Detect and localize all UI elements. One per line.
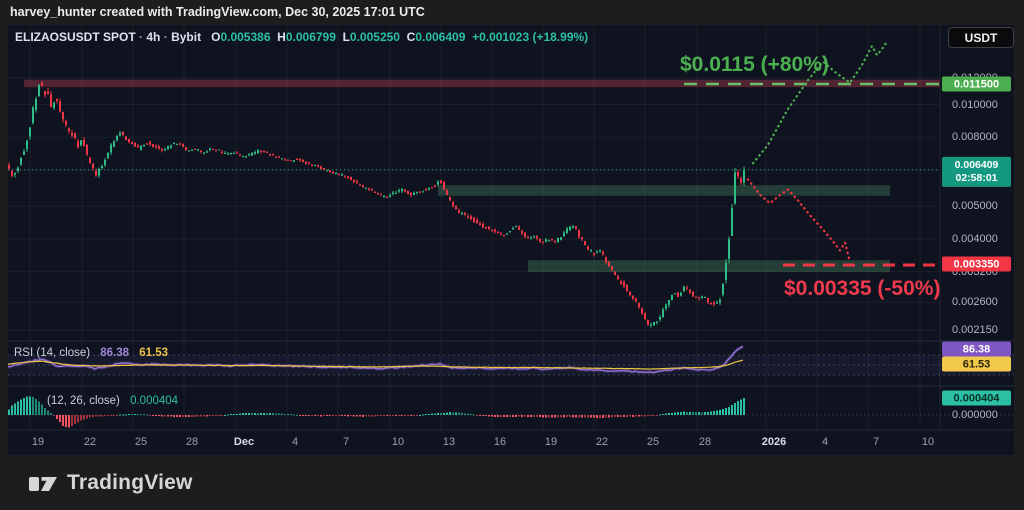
ohlc-close-key: C — [406, 30, 416, 44]
projection-down-path — [746, 178, 851, 260]
target-up-annotation[interactable]: $0.0115 (+80%) — [680, 53, 829, 76]
time-tick: 25 — [134, 436, 148, 448]
rsi-line — [8, 345, 744, 374]
macd-legend[interactable]: (12, 26, close) 0.000404 — [47, 395, 178, 407]
rsi-title[interactable]: RSI — [14, 347, 34, 359]
rsi-value: 86.38 — [100, 347, 130, 359]
rsi-legend[interactable]: RSI (14, close) 86.38 61.53 — [14, 347, 168, 359]
time-tick: 28 — [698, 436, 712, 448]
time-tick: 2026 — [761, 436, 787, 448]
chart-canvas[interactable] — [8, 25, 1014, 455]
change-value: +0.001023 (+18.99%) — [472, 30, 589, 44]
rsi-params: (14, close) — [36, 347, 91, 359]
rsi-value-label[interactable]: 86.38 — [942, 341, 1011, 357]
legend-separator: · — [139, 30, 144, 44]
symbol-legend[interactable]: ELIZAOSUSDT SPOT · 4h · Bybit O0.005386 … — [15, 30, 588, 44]
tradingview-logo-icon — [29, 476, 57, 491]
countdown-timer: 02:58:01 — [955, 172, 998, 184]
ohlc-open-key: O — [211, 30, 221, 44]
symbol-title[interactable]: ELIZAOSUSDT SPOT — [15, 30, 136, 44]
interval-label[interactable]: 4h — [146, 30, 161, 44]
time-tick: 28 — [185, 436, 199, 448]
rsi-ma-value-label[interactable]: 61.53 — [942, 356, 1011, 372]
macd-params: (12, 26, close) — [47, 395, 120, 407]
rsi-ma-value: 61.53 — [139, 347, 169, 359]
projection-up-path — [751, 41, 888, 165]
rsi-zone-band — [8, 355, 1014, 375]
target-down-price-label[interactable]: 0.003350 — [942, 256, 1011, 272]
ohlc-open-value: 0.005386 — [220, 30, 271, 44]
footer-bar: TradingView — [0, 455, 1024, 510]
target-up-price-label[interactable]: 0.011500 — [942, 76, 1011, 92]
time-tick: 22 — [83, 436, 97, 448]
attribution-bar: harvey_hunter created with TradingView.c… — [0, 0, 1024, 25]
candles — [8, 81, 745, 328]
macd-zero-tick: 0.000000 — [952, 409, 998, 421]
ohlc-low-value: 0.005250 — [349, 30, 400, 44]
current-price-label[interactable]: 0.006409 02:58:01 — [942, 156, 1011, 188]
price-tick: 0.005000 — [952, 200, 998, 213]
price-tick: 0.010000 — [952, 98, 998, 111]
supply-box — [438, 185, 890, 196]
exchange-label: Bybit — [171, 30, 202, 44]
time-tick: 7 — [872, 436, 880, 448]
legend-separator: · — [163, 30, 168, 44]
ohlc-high-value: 0.006799 — [285, 30, 336, 44]
time-tick: 4 — [291, 436, 299, 448]
resistance-band — [24, 79, 940, 88]
price-tick: 0.004000 — [952, 232, 998, 245]
macd-histogram — [8, 396, 745, 428]
price-tick: 0.002600 — [952, 296, 998, 309]
time-tick: 16 — [493, 436, 507, 448]
macd-value: 0.000404 — [130, 395, 179, 407]
macd-value-label[interactable]: 0.000404 — [942, 390, 1011, 406]
time-tick: Dec — [233, 436, 255, 448]
price-tick: 0.002150 — [952, 324, 998, 336]
time-tick: 10 — [391, 436, 405, 448]
tradingview-logo: TradingView — [28, 471, 193, 495]
chart-background — [8, 25, 1014, 455]
time-tick: 19 — [544, 436, 558, 448]
rsi-ma-line — [8, 359, 744, 370]
price-axis[interactable]: 0.0120000.0100000.0080000.0050000.004000… — [940, 25, 1014, 455]
time-tick: 13 — [442, 436, 456, 448]
time-tick: 10 — [921, 436, 935, 448]
target-down-annotation[interactable]: $0.00335 (-50%) — [784, 277, 941, 300]
ohlc-close-value: 0.006409 — [415, 30, 466, 44]
ohlc-low-key: L — [342, 30, 350, 44]
time-tick: 19 — [31, 436, 45, 448]
tradingview-logo-text: TradingView — [67, 470, 193, 494]
price-tick: 0.008000 — [952, 131, 998, 144]
currency-button[interactable]: USDT — [948, 27, 1014, 48]
ohlc-high-key: H — [277, 30, 286, 44]
attribution-text: harvey_hunter created with TradingView.c… — [10, 5, 425, 19]
time-tick: 22 — [595, 436, 609, 448]
time-tick: 7 — [342, 436, 350, 448]
time-tick: 25 — [646, 436, 660, 448]
demand-box — [528, 260, 890, 273]
time-tick: 4 — [821, 436, 829, 448]
